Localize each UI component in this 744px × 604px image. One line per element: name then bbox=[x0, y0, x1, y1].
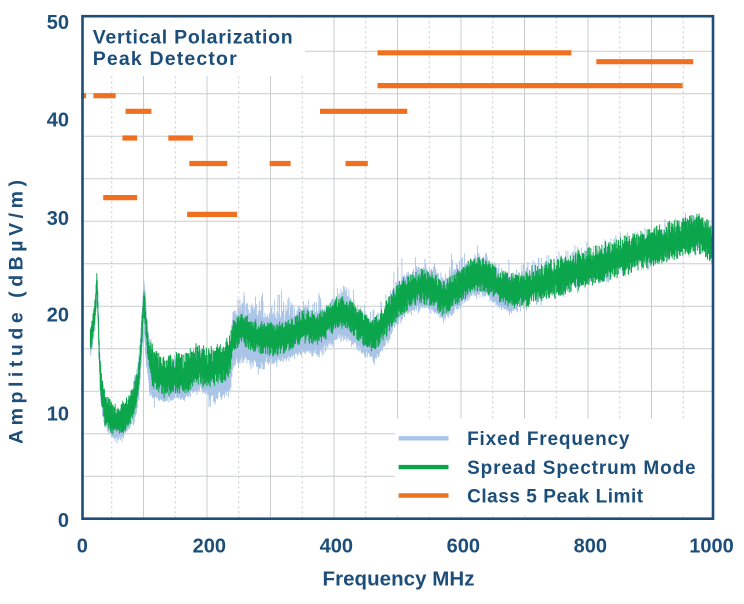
svg-text:800: 800 bbox=[574, 536, 607, 558]
svg-text:Class 5 Peak Limit: Class 5 Peak Limit bbox=[467, 486, 644, 507]
svg-text:1000: 1000 bbox=[689, 536, 734, 558]
svg-text:Frequency MHz: Frequency MHz bbox=[323, 568, 475, 591]
svg-text:Spread Spectrum Mode: Spread Spectrum Mode bbox=[467, 458, 695, 479]
svg-text:20: 20 bbox=[47, 305, 69, 327]
svg-text:10: 10 bbox=[47, 404, 69, 426]
svg-text:600: 600 bbox=[447, 536, 480, 558]
svg-text:Fixed Frequency: Fixed Frequency bbox=[467, 429, 630, 450]
svg-text:Peak Detector: Peak Detector bbox=[93, 48, 237, 70]
svg-text:40: 40 bbox=[47, 110, 69, 132]
svg-text:Vertical Polarization: Vertical Polarization bbox=[93, 27, 293, 49]
svg-text:50: 50 bbox=[47, 12, 69, 34]
svg-text:0: 0 bbox=[58, 510, 69, 532]
svg-text:400: 400 bbox=[320, 536, 353, 558]
svg-text:200: 200 bbox=[193, 536, 226, 558]
svg-text:0: 0 bbox=[77, 536, 88, 558]
svg-text:30: 30 bbox=[47, 208, 69, 230]
